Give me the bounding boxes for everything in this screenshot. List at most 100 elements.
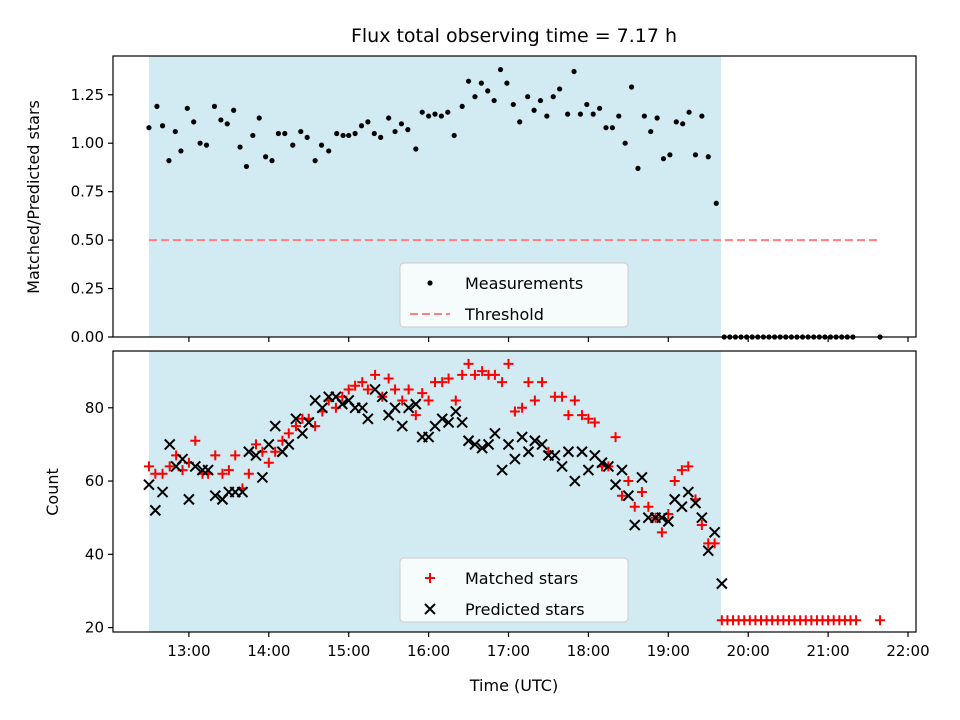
predicted-stars-point — [290, 413, 302, 425]
x-tick-label: 15:00 — [327, 642, 370, 660]
predicted-stars-point — [209, 490, 221, 502]
measurements-point — [445, 109, 451, 115]
matched-stars-point — [390, 384, 401, 395]
predicted-stars-point — [476, 442, 488, 454]
measurements-point — [224, 121, 230, 127]
predicted-stars-point — [336, 398, 349, 410]
measurements-point — [822, 334, 828, 340]
predicted-stars-point — [502, 438, 515, 451]
predicted-stars-point — [662, 515, 675, 528]
measurements-point — [788, 334, 794, 340]
predicted-stars-point — [156, 486, 169, 498]
measurements-point — [465, 78, 472, 84]
measurements-point — [641, 113, 647, 119]
matched-stars-point — [669, 476, 680, 487]
measurements-point — [426, 113, 432, 119]
measurements-point — [485, 88, 491, 94]
measurements-point — [816, 334, 822, 340]
matched-stars-point — [563, 410, 574, 421]
ratio-y-tick-label: 0.25 — [71, 280, 104, 298]
matched-stars-point — [217, 468, 228, 479]
x-tick-label: 16:00 — [407, 642, 450, 660]
matched-stars-point — [423, 395, 434, 406]
matched-stars-point — [509, 406, 520, 417]
measurements-point — [766, 334, 772, 340]
matched-stars-point — [350, 380, 361, 391]
x-tick-label: 14:00 — [247, 642, 290, 660]
predicted-stars-point — [396, 420, 408, 432]
measurements-point — [771, 334, 778, 340]
ratio-y-tick-label: 1.25 — [71, 86, 104, 104]
measurements-point — [699, 113, 705, 119]
measurements-point — [760, 334, 766, 340]
matched-stars-point — [410, 410, 421, 421]
matched-stars-point — [383, 373, 394, 384]
measurements-point — [231, 107, 237, 113]
count-y-tick-label: 20 — [85, 619, 104, 637]
matched-stars-point — [616, 490, 627, 501]
predicted-stars-point — [243, 446, 255, 458]
measurements-point — [197, 140, 203, 146]
measurements-point — [749, 334, 755, 340]
measurements-point — [340, 132, 346, 139]
matched-stars-point — [357, 377, 368, 388]
measurements-point — [172, 128, 178, 135]
x-axis-label: Time (UTC) — [469, 676, 558, 695]
measurements-point — [603, 125, 609, 131]
measurements-point — [811, 334, 817, 340]
predicted-stars-point — [389, 402, 401, 414]
count-axes: 20 40 60 80 13:00 14:00 15:00 16:00 17:00 18:00 19… — [85, 350, 930, 660]
count-y-tick-label: 40 — [85, 545, 104, 563]
ratio-legend-label: Measurements — [465, 274, 583, 293]
predicted-stars-point — [496, 464, 508, 476]
predicted-stars-point — [509, 453, 521, 465]
ratio-axes: 0.00 0.25 0.50 0.75 1.00 1.25 — [71, 55, 917, 346]
measurements-point — [472, 94, 478, 100]
count-marks — [143, 358, 886, 626]
matched-stars-point — [469, 369, 480, 380]
measurements-point — [727, 334, 733, 340]
predicted-stars-point — [716, 577, 728, 590]
measurements-point — [755, 334, 761, 340]
measurements-point — [648, 128, 654, 135]
measurements-point — [398, 121, 405, 127]
measurements-point — [833, 334, 839, 340]
measurements-point — [438, 113, 444, 119]
matched-stars-point — [190, 435, 201, 446]
measurements-point — [365, 119, 371, 125]
matched-stars-point — [157, 468, 168, 479]
predicted-stars-point — [696, 511, 708, 524]
measurements-point — [256, 115, 262, 121]
measurements-point — [590, 111, 596, 117]
predicted-stars-point — [376, 391, 388, 403]
measurements-point — [565, 111, 571, 117]
predicted-stars-point — [516, 431, 528, 443]
predicted-stars-point — [522, 446, 535, 458]
measurements-point — [571, 68, 577, 75]
count-legend-label: Matched stars — [465, 569, 578, 588]
measurements-point — [550, 94, 556, 100]
matched-stars-point — [417, 388, 428, 399]
measurements-point — [839, 334, 845, 340]
predicted-stars-point — [609, 479, 622, 491]
matched-stars-point — [370, 369, 381, 380]
measurements-point — [738, 334, 744, 340]
predicted-stars-point — [529, 435, 541, 447]
count-panel: 20 40 60 80 13:00 14:00 15:00 16:00 17:00 18:00 19… — [43, 350, 930, 660]
matched-stars-point — [263, 457, 274, 468]
matched-stars-point — [283, 428, 294, 439]
measurements-point — [673, 119, 679, 125]
predicted-stars-point — [256, 471, 269, 484]
predicted-stars-point — [636, 471, 648, 484]
measurements-point — [191, 119, 197, 125]
measurements-point — [850, 334, 856, 340]
measurements-point — [577, 111, 584, 117]
matched-stars-point — [709, 538, 720, 549]
predicted-stars-point — [708, 526, 721, 539]
measurements-point — [654, 115, 660, 121]
predicted-stars-point — [263, 438, 275, 451]
predicted-stars-point — [236, 486, 249, 498]
measurements-point — [660, 156, 667, 162]
measurements-point — [609, 125, 615, 131]
